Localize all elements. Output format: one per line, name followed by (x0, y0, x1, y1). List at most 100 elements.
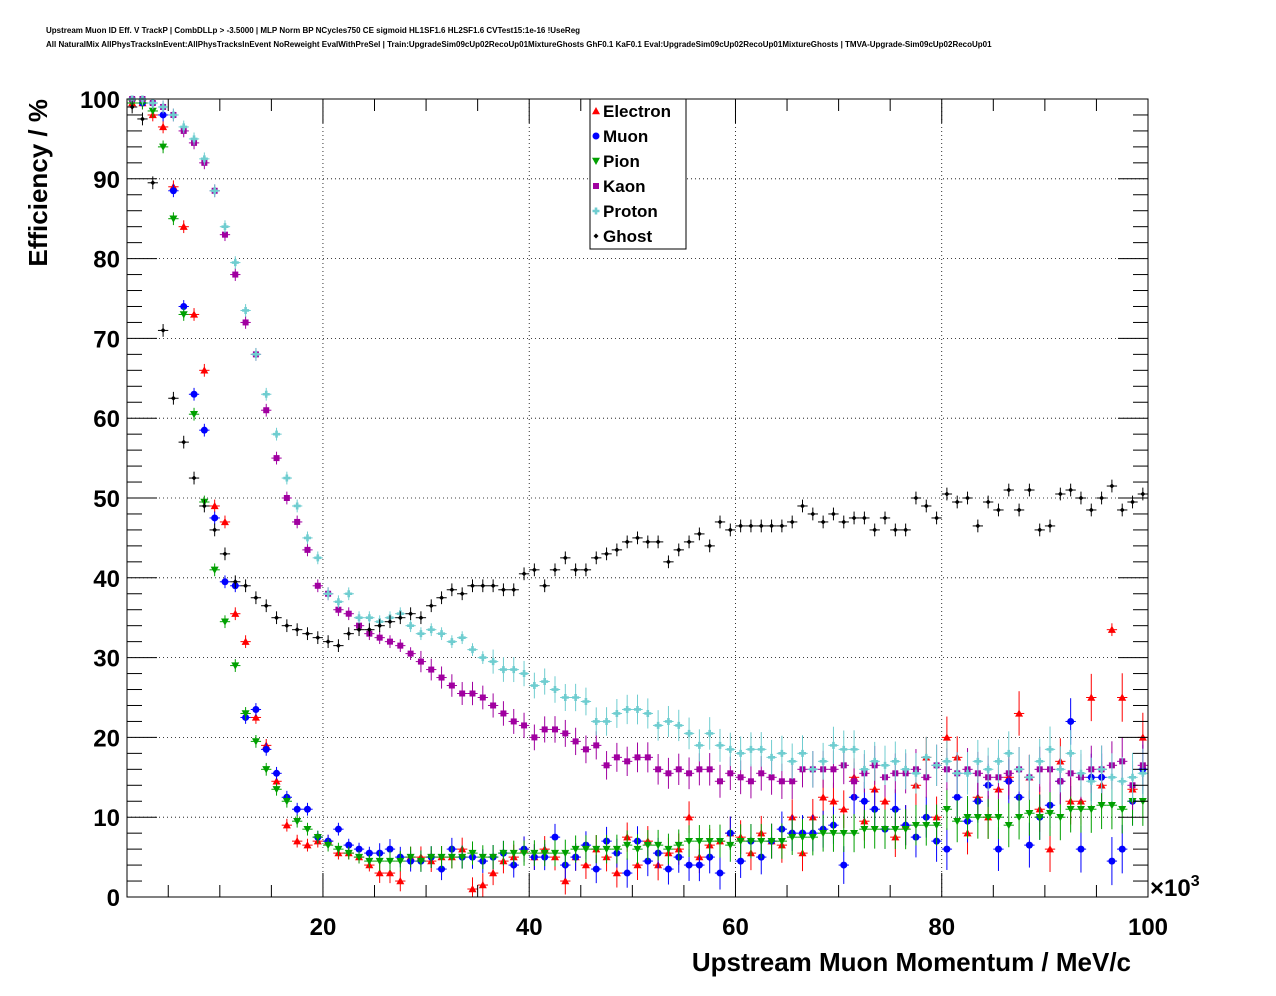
data-point (871, 805, 879, 813)
data-point (603, 762, 610, 769)
data-point (717, 519, 723, 525)
y-tick-label: 50 (93, 486, 120, 513)
data-point (685, 813, 694, 821)
y-tick-label: 100 (80, 87, 120, 114)
data-point (892, 527, 898, 533)
data-point (829, 829, 838, 838)
data-point (1099, 495, 1105, 501)
data-point (1056, 814, 1065, 822)
data-point (716, 741, 724, 749)
data-point (159, 143, 168, 151)
data-point (891, 757, 899, 765)
data-point (521, 722, 528, 729)
data-point (943, 757, 951, 765)
data-point (778, 749, 786, 757)
data-point (231, 609, 240, 617)
data-point (1056, 765, 1064, 773)
data-point (149, 99, 157, 107)
data-point (561, 694, 569, 701)
data-point (707, 543, 713, 549)
x-tick-label: 80 (928, 914, 955, 941)
data-point (510, 718, 517, 725)
data-point (582, 697, 590, 705)
data-point (303, 841, 312, 849)
data-point (448, 638, 456, 646)
data-point (129, 104, 135, 110)
data-point (499, 666, 507, 674)
legend-marker (593, 183, 599, 189)
data-point (664, 865, 672, 873)
data-point (334, 825, 342, 833)
data-point (293, 805, 301, 813)
y-tick-label: 30 (93, 646, 120, 673)
data-point (385, 857, 394, 866)
legend-label: Electron (603, 102, 671, 121)
data-point (933, 761, 941, 769)
data-point (458, 853, 467, 862)
data-point (624, 758, 631, 765)
legend-marker (592, 132, 600, 140)
data-point (634, 754, 641, 761)
data-point (922, 753, 930, 761)
data-point (975, 523, 981, 529)
x-tick-label: 100 (1128, 914, 1168, 941)
data-point (942, 806, 951, 814)
data-point (376, 634, 383, 641)
data-point (1109, 483, 1115, 489)
data-point (851, 778, 858, 785)
data-point (716, 837, 725, 846)
data-point (655, 766, 662, 773)
data-point (870, 825, 879, 834)
y-tick-label: 20 (93, 725, 120, 752)
y-tick-label: 40 (93, 566, 120, 593)
data-point (737, 749, 745, 757)
data-point (1025, 773, 1033, 781)
data-point (438, 865, 446, 873)
y-axis-title: Efficiency / % (23, 99, 53, 267)
data-point (220, 517, 229, 526)
data-point (1129, 773, 1137, 781)
data-point (417, 658, 424, 665)
data-point (335, 643, 341, 649)
y-tick-label: 90 (93, 167, 120, 194)
data-point (377, 623, 383, 629)
data-point (210, 566, 219, 574)
data-point (1037, 527, 1043, 533)
data-point (830, 766, 837, 773)
data-point (191, 475, 197, 481)
data-point (963, 814, 972, 822)
data-point (1036, 757, 1044, 765)
data-point (540, 849, 549, 858)
data-point (788, 757, 796, 765)
data-point (1006, 487, 1012, 493)
data-point (789, 519, 795, 525)
data-point (478, 881, 487, 889)
data-point (839, 805, 848, 813)
data-point (561, 849, 570, 858)
data-point (1066, 806, 1075, 814)
data-point (262, 766, 271, 774)
data-point (604, 551, 610, 557)
data-point (1016, 507, 1022, 513)
data-point (964, 769, 972, 777)
data-point (345, 610, 352, 617)
data-point (428, 666, 435, 673)
data-point (664, 845, 673, 854)
header-line-1: Upstream Muon ID Eff. V TrackP | CombDLL… (46, 26, 581, 35)
data-point (798, 833, 807, 842)
data-point (221, 223, 229, 231)
data-point (397, 615, 403, 621)
data-point (314, 554, 322, 562)
data-point (829, 797, 838, 805)
data-point (602, 845, 611, 854)
data-point (531, 734, 538, 741)
data-point (1046, 810, 1055, 818)
data-point (355, 853, 364, 862)
data-point (293, 502, 301, 510)
data-point (325, 639, 331, 645)
data-point (644, 709, 652, 717)
data-point (169, 111, 177, 119)
data-point (232, 271, 239, 278)
data-point (860, 825, 869, 834)
